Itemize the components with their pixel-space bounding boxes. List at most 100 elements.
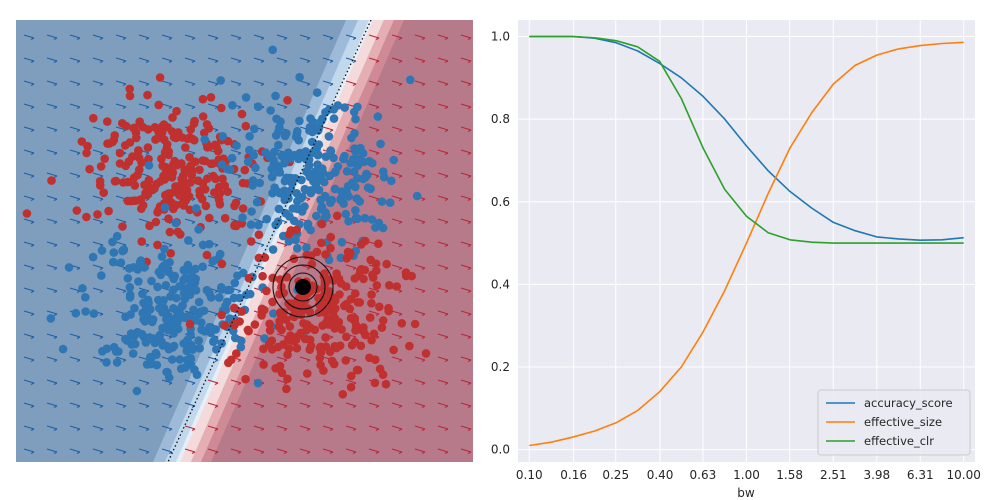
scatter-point-blue <box>336 194 346 203</box>
gradient-arrow <box>69 103 81 108</box>
scatter-point-blue <box>316 204 326 214</box>
scatter-point-red <box>183 134 192 143</box>
scatter-point-blue <box>295 116 304 126</box>
scatter-point-red <box>356 240 366 249</box>
gradient-arrow-head <box>283 37 288 40</box>
gradient-arrow <box>460 356 472 361</box>
gradient-arrow-head <box>444 359 449 362</box>
gradient-arrow <box>276 264 288 269</box>
gradient-arrow-head <box>352 37 357 40</box>
scatter-point-red <box>82 148 91 158</box>
gradient-arrow <box>414 448 426 453</box>
gradient-arrow-head <box>168 405 173 408</box>
gradient-arrow <box>138 34 150 39</box>
gradient-arrow <box>414 402 426 407</box>
gradient-arrow <box>46 333 58 338</box>
gradient-arrow <box>23 264 35 269</box>
scatter-point-blue <box>312 144 322 154</box>
scatter-point-blue <box>109 342 119 352</box>
gradient-arrow <box>391 218 403 223</box>
scatter-point-red <box>169 132 179 142</box>
gradient-arrow <box>276 333 288 338</box>
gradient-arrow <box>460 34 472 39</box>
scatter-point-blue <box>132 386 142 396</box>
gradient-arrow <box>368 195 380 200</box>
scatter-point-red <box>327 356 337 366</box>
gradient-arrow-head <box>352 267 357 270</box>
gradient-arrow <box>391 333 403 338</box>
scatter-point-red <box>367 299 376 308</box>
scatter-point-blue <box>351 206 360 215</box>
scatter-point-red <box>277 368 287 378</box>
scatter-point-red <box>312 247 322 257</box>
scatter-point-red <box>316 342 325 352</box>
scatter-point-blue <box>97 246 107 255</box>
scatter-point-blue <box>210 336 219 345</box>
gradient-arrow-head <box>53 37 58 40</box>
gradient-arrow <box>207 356 219 361</box>
scatter-point-red <box>292 343 302 353</box>
gradient-arrow-head <box>398 60 403 63</box>
scatter-point-red <box>164 147 173 156</box>
scatter-point-red <box>47 176 56 185</box>
scatter-point-red <box>300 334 310 344</box>
gradient-arrow <box>460 402 472 407</box>
scatter-point-blue <box>221 301 230 311</box>
gradient-arrow <box>345 80 357 85</box>
gradient-arrow <box>460 379 472 384</box>
gradient-arrow-head <box>99 405 104 408</box>
scatter-point-blue <box>153 282 162 292</box>
x-tick-label: 1.00 <box>733 468 760 482</box>
gradient-arrow-head <box>444 313 449 316</box>
gradient-arrow <box>460 57 472 62</box>
gradient-arrow-head <box>214 428 219 431</box>
gradient-arrow-head <box>30 129 35 132</box>
gradient-arrow-head <box>53 244 58 247</box>
scatter-point-red <box>197 194 207 204</box>
gradient-arrow <box>23 448 35 453</box>
scatter-point-red <box>187 171 196 180</box>
gradient-arrow <box>46 379 58 384</box>
gradient-arrow <box>46 103 58 108</box>
scatter-point-red <box>279 308 288 317</box>
gradient-arrow-head <box>375 428 380 431</box>
gradient-arrow <box>92 402 104 407</box>
scatter-point-blue <box>254 220 263 230</box>
gradient-arrow-head <box>444 221 449 224</box>
gradient-arrow <box>69 126 81 131</box>
gradient-arrow-head <box>260 428 265 431</box>
gradient-arrow-head <box>122 359 127 362</box>
gradient-arrow <box>437 310 449 315</box>
gradient-arrow <box>230 195 242 200</box>
gradient-arrow <box>230 172 242 177</box>
scatter-point-blue <box>175 355 185 364</box>
scatter-point-red <box>214 192 223 202</box>
scatter-point-blue <box>276 117 285 126</box>
scatter-point-blue <box>211 325 220 334</box>
gradient-arrow-head <box>421 129 426 132</box>
gradient-arrow <box>460 310 472 315</box>
gradient-arrow <box>115 402 127 407</box>
gradient-arrow-head <box>352 244 357 247</box>
gradient-arrow-head <box>191 382 196 385</box>
scatter-point-red <box>342 332 351 342</box>
scatter-point-blue <box>306 114 315 123</box>
scatter-point-blue <box>282 173 291 183</box>
scatter-point-blue <box>350 129 359 138</box>
gradient-arrow <box>92 126 104 131</box>
gradient-arrow-head <box>260 244 265 247</box>
gradient-arrow-head <box>214 405 219 408</box>
gradient-arrow-head <box>444 83 449 86</box>
gradient-arrow <box>69 241 81 246</box>
gradient-arrow-head <box>421 359 426 362</box>
gradient-arrow <box>230 425 242 430</box>
scatter-point-red <box>335 290 344 299</box>
gradient-arrow-head <box>237 405 242 408</box>
scatter-point-red <box>267 336 277 346</box>
gradient-arrow-head <box>122 106 127 109</box>
gradient-arrow-head <box>398 428 403 431</box>
query-point-marker <box>272 256 334 318</box>
gradient-arrow <box>23 126 35 131</box>
scatter-point-blue <box>175 282 184 291</box>
decision-boundary-line <box>167 20 372 462</box>
